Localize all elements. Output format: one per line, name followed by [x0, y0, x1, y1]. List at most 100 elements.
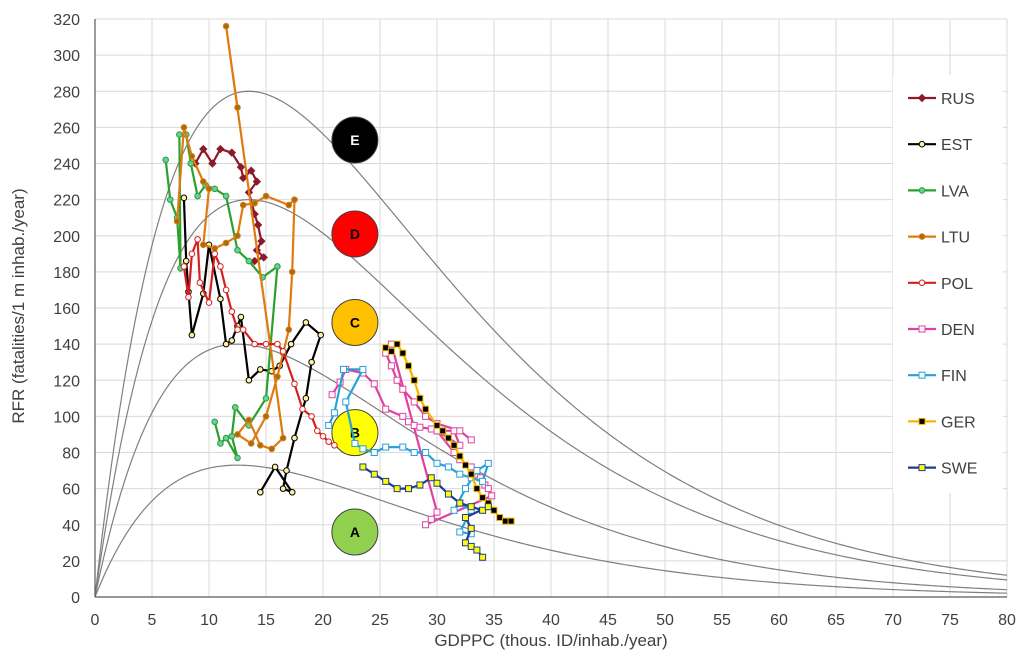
series-lines: [162, 22, 515, 561]
x-tick-label: 45: [599, 612, 617, 629]
series-pol-point: [319, 432, 327, 440]
series-lva-point: [231, 404, 239, 411]
series-rus-point: [252, 177, 262, 186]
series-ltu-point: [188, 152, 196, 160]
series-ger-point: [444, 434, 452, 442]
series-ger-point: [496, 514, 504, 522]
series-fin-point: [410, 449, 418, 456]
legend-item-lva: LVA: [908, 183, 969, 200]
series-est-point: [245, 376, 253, 384]
zone-circle: [331, 409, 379, 457]
series-fin-point: [473, 467, 481, 475]
series-swe-point: [405, 485, 412, 493]
series-est-point: [222, 340, 230, 348]
series-den-point: [410, 398, 418, 406]
series-ltu-point: [222, 239, 230, 247]
series-est-line: [182, 197, 322, 494]
x-tick-label: 75: [941, 612, 959, 629]
series-rus-point: [250, 256, 259, 266]
series-lva-point: [211, 185, 218, 193]
series-swe-point: [359, 463, 367, 471]
series-ltu-point: [274, 373, 281, 380]
series-ltu-point: [245, 416, 253, 424]
legend-label: LVA: [941, 183, 969, 200]
series-ger-point: [399, 349, 407, 357]
zone-d-marker: D: [331, 210, 379, 258]
zone-markers: A B C D E: [331, 116, 379, 556]
y-tick-label: 180: [53, 265, 80, 282]
series-est-point: [188, 331, 196, 339]
y-tick-label: 40: [62, 518, 80, 535]
series-swe-point: [479, 553, 487, 561]
series-ltu-point: [173, 218, 181, 225]
series-fin-point: [444, 463, 452, 471]
y-tick-label: 0: [71, 590, 80, 607]
x-tick-label: 60: [770, 612, 788, 629]
series-lva-point: [222, 434, 230, 442]
zone-label: B: [350, 425, 360, 441]
y-tick-label: 80: [62, 446, 80, 463]
series-den-point: [416, 423, 424, 431]
series-pol-point: [188, 250, 196, 258]
series-lva-point: [262, 395, 270, 402]
series-swe-point: [456, 499, 464, 507]
zone-curve-d: [95, 90, 1007, 597]
legend-marker: [918, 325, 926, 333]
series-pol-point: [279, 348, 287, 355]
series-ger-point: [490, 506, 498, 514]
series-pol-point: [274, 340, 281, 348]
legend: RUS EST LVA LTU POL DEN FIN GER SWE: [893, 75, 1003, 493]
series-lva-point: [162, 156, 169, 164]
series-ger-point: [439, 427, 447, 435]
series-ltu-point: [288, 268, 296, 276]
series-ltu-point: [285, 201, 293, 209]
zone-curve-a: [95, 464, 1007, 597]
series-fin-point: [484, 459, 492, 467]
series-ger-point: [410, 376, 418, 384]
series-ger-point: [416, 394, 424, 402]
series-est-point: [182, 257, 190, 265]
series-lva-point: [217, 440, 224, 447]
series-ger-point: [507, 517, 515, 525]
series-est-point: [180, 194, 188, 202]
series-ger-point: [462, 461, 469, 469]
legend-item-ger: GER: [908, 414, 976, 431]
series-den-point: [405, 418, 412, 426]
zone-circle: [331, 508, 379, 556]
series-swe-point: [427, 474, 435, 482]
series-den-point: [422, 521, 430, 529]
series-swe-point: [433, 479, 441, 487]
series-ltu-point: [291, 196, 298, 203]
series-ltu-point: [234, 232, 241, 240]
series-ltu-point: [200, 241, 207, 249]
y-tick-label: 240: [53, 157, 80, 174]
series-rus-point: [253, 220, 263, 230]
x-tick-label: 70: [884, 612, 902, 629]
zone-e-marker: E: [331, 116, 379, 164]
series-swe: [359, 463, 492, 561]
series-rus-point: [199, 144, 208, 154]
series-ltu-point: [234, 104, 241, 111]
series-lva-point: [274, 263, 281, 270]
series-est-point: [291, 434, 298, 442]
legend-item-est: EST: [908, 137, 972, 154]
series-ger-point: [382, 344, 390, 352]
x-tick-label: 50: [656, 612, 674, 629]
x-tick-label: 20: [314, 612, 332, 629]
series-pol-point: [196, 279, 204, 287]
series-rus-point: [259, 253, 268, 262]
series-pol-point: [194, 236, 201, 243]
y-axis-title: RFR (fatalities/1 m inhab./year): [9, 188, 28, 423]
series-ltu-point: [200, 178, 207, 185]
y-tick-label: 20: [62, 554, 80, 571]
series-ltu-point: [279, 434, 287, 442]
y-tick-label: 320: [53, 12, 80, 29]
series-swe-point: [467, 503, 475, 511]
series-fin-point: [456, 528, 464, 536]
series-pol-point: [262, 340, 270, 348]
series-pol-point: [299, 405, 306, 413]
series-ger-point: [456, 452, 464, 460]
zone-circle: [331, 298, 379, 346]
zone-label: A: [350, 524, 360, 540]
series-ltu-point: [257, 441, 264, 449]
